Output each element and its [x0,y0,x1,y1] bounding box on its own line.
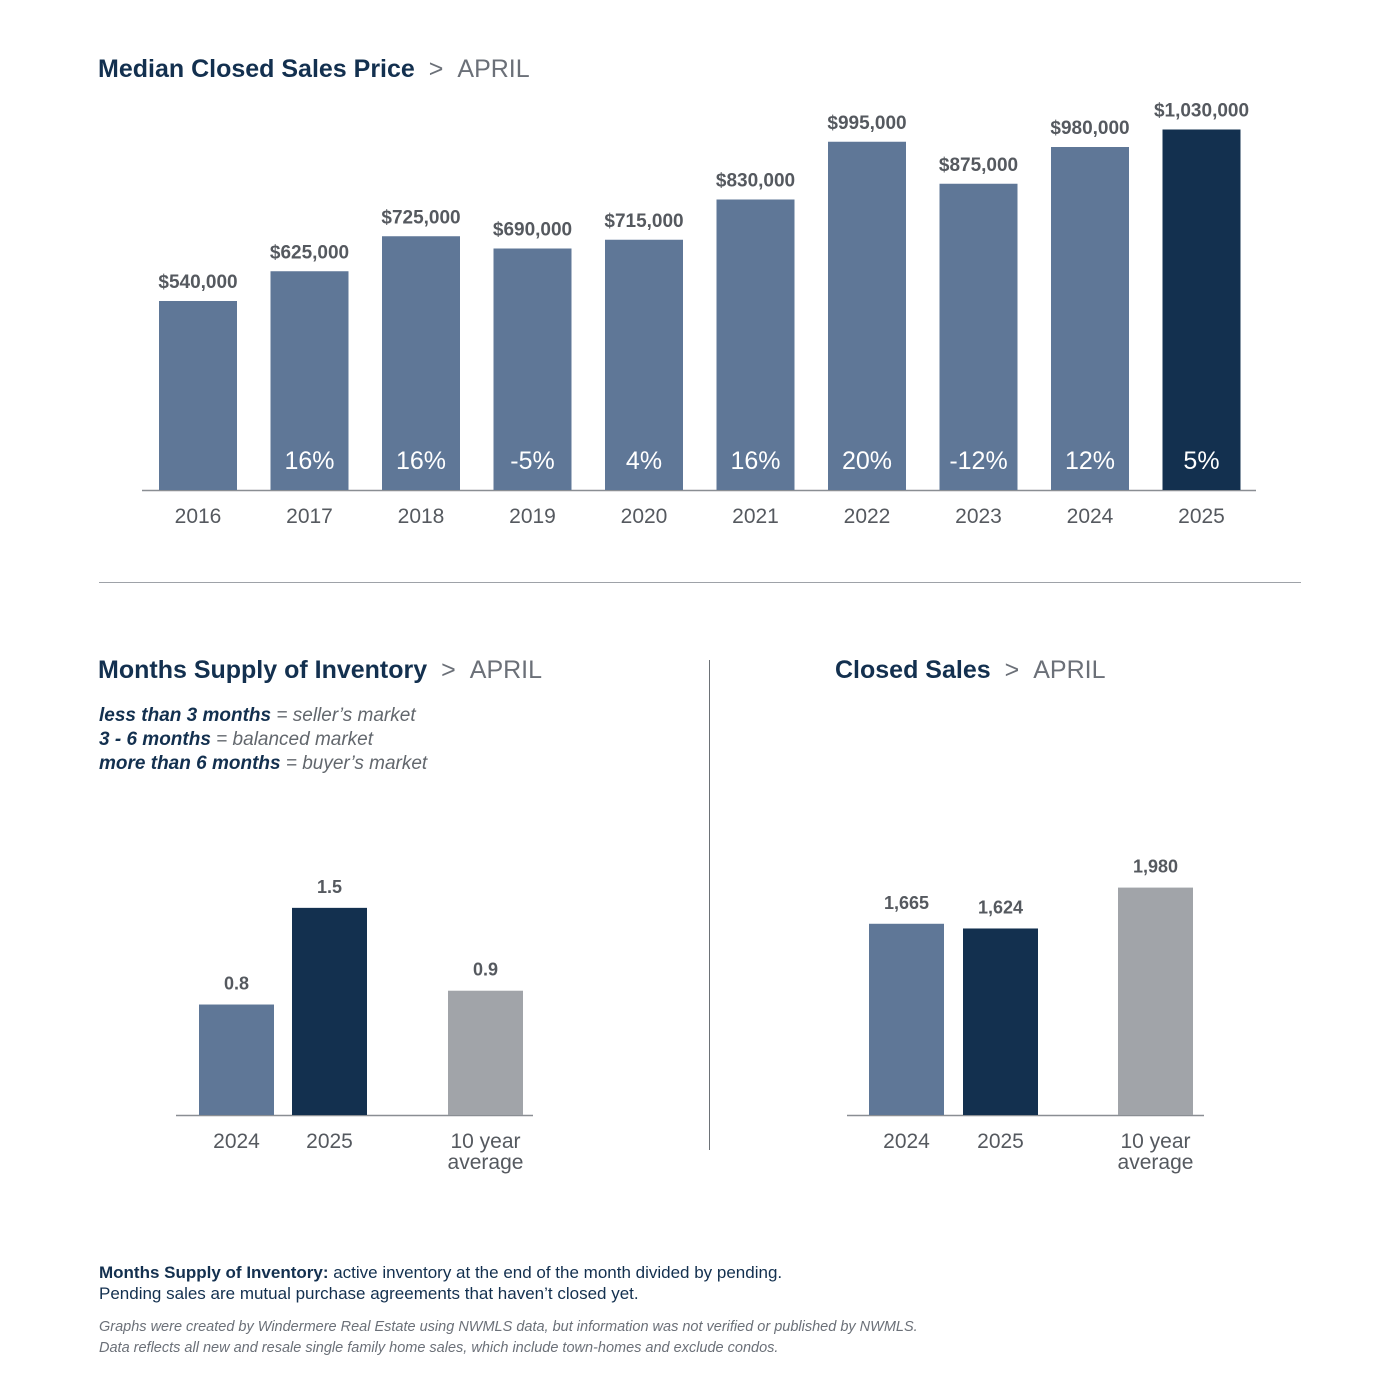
value-label-2018: $725,000 [381,207,460,228]
tick-label-2025: 2025 [1178,505,1225,528]
bar-2016 [159,301,237,490]
bar-2020 [605,239,683,490]
tick-label-2016: 2016 [175,505,222,528]
title-separator: > [1004,656,1020,684]
change-label-2019: -5% [510,447,554,475]
tick-label-10-year-average: 10 year [1120,1130,1190,1153]
bar-10-year-average [448,990,523,1115]
legend-line: more than 6 months = buyer’s market [99,752,427,776]
bar-2025 [1162,129,1241,490]
bar-2024 [869,923,944,1115]
value-label-2025: 1.5 [317,877,342,897]
note-line-1: Months Supply of Inventory: active inven… [99,1262,782,1283]
disclaimer-line-1: Graphs were created by Windermere Real E… [99,1319,918,1335]
change-label-2017: 16% [284,447,334,475]
inventory-chart-month: APRIL [469,656,543,684]
value-label-2020: $715,000 [604,211,683,232]
tick-label-10-year-average: average [448,1151,524,1174]
change-label-2022: 20% [842,447,892,475]
legend-text: = seller’s market [271,705,416,726]
change-label-2023: -12% [949,447,1007,475]
bar-2021 [716,199,795,490]
tick-label-2019: 2019 [509,505,556,528]
value-label-2017: $625,000 [270,242,349,263]
bar-2023 [939,183,1018,490]
legend-key: 3 - 6 months [99,729,211,750]
legend-line: 3 - 6 months = balanced market [99,728,427,752]
sales-chart-month: APRIL [1033,656,1106,684]
value-label-2016: $540,000 [158,272,237,293]
value-label-2019: $690,000 [493,220,572,241]
section-divider [99,582,1301,583]
change-label-2021: 16% [730,447,780,475]
disclaimer: Graphs were created by Windermere Real E… [99,1317,918,1359]
value-label-2025: $1,030,000 [1154,101,1249,122]
disclaimer-line-2: Data reflects all new and resale single … [99,1340,779,1356]
value-label-2021: $830,000 [716,171,795,192]
bar-2024 [1051,147,1129,490]
bar-10-year-average [1118,887,1193,1115]
bar-2025 [963,928,1038,1115]
tick-label-2021: 2021 [732,505,779,528]
market-legend: less than 3 months = seller’s market 3 -… [99,704,427,776]
value-label-2024: $980,000 [1050,118,1129,139]
legend-text: = balanced market [210,729,374,750]
note-key: Months Supply of Inventory: [99,1263,329,1282]
tick-label-2020: 2020 [621,505,668,528]
sales-chart-title: Closed Sales > APRIL [835,656,1106,685]
vertical-divider [709,660,710,1150]
legend-key: less than 3 months [99,705,272,726]
tick-label-2024: 2024 [213,1130,260,1153]
change-label-2018: 16% [396,447,446,475]
main-chart-title: Median Closed Sales Price > APRIL [98,55,530,84]
value-label-10-year-average: 1,980 [1133,857,1178,877]
tick-label-2017: 2017 [286,505,333,528]
tick-label-2025: 2025 [977,1130,1024,1153]
value-label-2022: $995,000 [827,113,906,134]
bar-2017 [270,271,349,490]
main-chart-title-text: Median Closed Sales Price [98,55,415,83]
value-label-2023: $875,000 [939,155,1018,176]
legend-line: less than 3 months = seller’s market [99,704,427,728]
value-label-2024: 0.8 [224,974,249,994]
bar-2018 [382,236,460,490]
tick-label-10-year-average: average [1118,1151,1194,1174]
legend-text: = buyer’s market [280,753,428,774]
title-separator: > [428,55,444,83]
main-chart-month: APRIL [457,55,530,83]
note-line-2: Pending sales are mutual purchase agreem… [99,1284,639,1303]
change-label-2025: 5% [1183,447,1219,475]
legend-key: more than 6 months [99,753,281,774]
tick-label-2022: 2022 [844,505,891,528]
tick-label-2018: 2018 [398,505,445,528]
inventory-chart-title: Months Supply of Inventory > APRIL [98,656,542,685]
bar-2024 [199,1004,274,1115]
inventory-chart-title-text: Months Supply of Inventory [98,656,428,684]
inventory-definition-note: Months Supply of Inventory: active inven… [99,1262,782,1304]
bar-2022 [828,141,906,490]
note-text: active inventory at the end of the month… [328,1263,783,1282]
value-label-10-year-average: 0.9 [473,960,498,980]
value-label-2024: 1,665 [884,893,929,913]
tick-label-2024: 2024 [883,1130,930,1153]
tick-label-2024: 2024 [1067,505,1114,528]
title-separator: > [441,656,456,684]
sales-chart-title-text: Closed Sales [835,656,991,684]
tick-label-2025: 2025 [306,1130,353,1153]
bar-2025 [292,907,367,1115]
value-label-2025: 1,624 [978,897,1023,917]
tick-label-10-year-average: 10 year [450,1130,520,1153]
tick-label-2023: 2023 [955,505,1002,528]
median-price-chart: $540,000 2016 $625,000 16% 2017 $725,000 16% 20… [142,101,1256,528]
change-label-2024: 12% [1065,447,1115,475]
bar-2019 [493,248,572,490]
change-label-2020: 4% [626,447,662,475]
